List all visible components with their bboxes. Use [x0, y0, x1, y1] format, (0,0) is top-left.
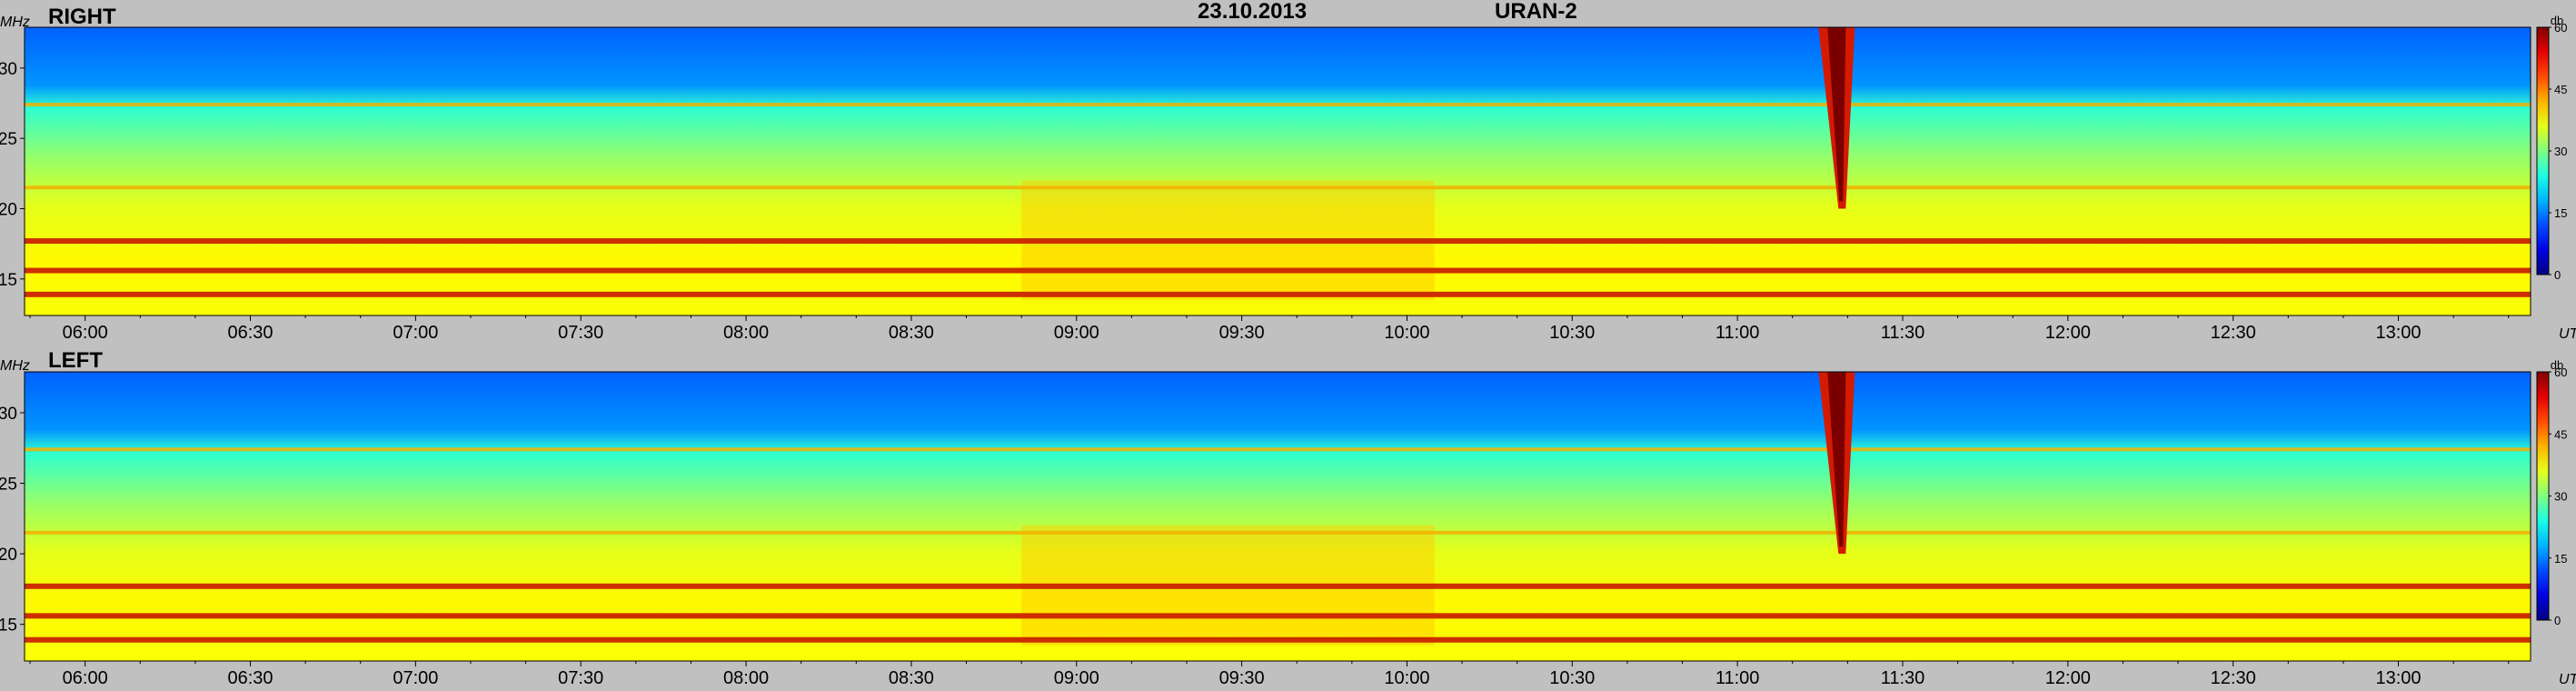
spectrogram-band: [25, 613, 2531, 619]
figure-instrument: URAN-2: [1495, 0, 1577, 24]
x-tick-label: 10:30: [1549, 668, 1595, 688]
x-tick-label: 12:00: [2045, 323, 2091, 343]
colorbar-tick-label: 30: [2554, 145, 2567, 158]
colorbar: [2536, 26, 2550, 275]
x-tick-label: 13:00: [2375, 323, 2421, 343]
x-tick-label: 08:00: [723, 323, 769, 343]
colorbar-label: db: [2551, 14, 2563, 27]
panel-title: RIGHT: [48, 5, 116, 29]
x-tick-label: 07:00: [393, 668, 438, 688]
colorbar-label: db: [2551, 358, 2563, 372]
colorbar-tick-label: 60: [2554, 21, 2567, 35]
colorbar-tick-label: 30: [2554, 490, 2567, 504]
spectrogram-band: [25, 530, 2531, 535]
x-tick-label: 07:30: [558, 323, 603, 343]
spectrogram-band: [25, 185, 2531, 190]
y-tick-label: 15: [0, 616, 17, 636]
y-axis-label: MHz: [0, 358, 30, 374]
colorbar: [2536, 371, 2550, 621]
panel-frame: [24, 26, 2531, 316]
y-tick-label: 30: [0, 60, 17, 79]
x-tick-label: 06:00: [63, 668, 108, 688]
x-tick-label: 07:00: [393, 323, 438, 343]
panel-title: LEFT: [48, 348, 103, 373]
colorbar-tick-label: 0: [2554, 614, 2561, 627]
x-tick-label: 12:30: [2211, 668, 2256, 688]
x-axis-label: UT: [2559, 326, 2576, 342]
spectrogram-panel: LEFT MHz 30 25 20 15 06:00 06:30 07:00 07:30 08:00…: [0, 348, 2576, 688]
x-tick-label: 11:00: [1716, 323, 1760, 343]
spectrogram-background: [25, 27, 2531, 315]
x-tick-label: 12:00: [2045, 668, 2091, 688]
x-tick-label: 13:00: [2375, 668, 2421, 688]
spectrogram-band: [25, 103, 2531, 107]
y-tick-label: 15: [0, 271, 17, 290]
spectrogram-panel: RIGHT MHz 30 25 20 15 06:00 06:30 07:00 07:30 08:0…: [0, 5, 2576, 343]
x-tick-label: 10:30: [1549, 323, 1595, 343]
colorbar-tick-label: 15: [2554, 552, 2567, 566]
colorbar-tick-label: 0: [2554, 268, 2561, 282]
x-tick-label: 06:30: [227, 323, 273, 343]
x-tick-label: 10:00: [1384, 323, 1429, 343]
colorbar-tick-label: 15: [2554, 206, 2567, 220]
x-tick-label: 06:30: [227, 668, 273, 688]
x-tick-label: 08:30: [889, 323, 934, 343]
x-tick-label: 08:00: [723, 668, 769, 688]
y-tick-label: 20: [0, 546, 17, 565]
x-axis-label: UT: [2559, 672, 2576, 687]
y-tick-label: 25: [0, 476, 17, 495]
y-tick-label: 30: [0, 405, 17, 424]
spectrogram-band: [25, 636, 2531, 643]
x-tick-label: 06:00: [63, 323, 108, 343]
x-tick-label: 09:30: [1219, 323, 1265, 343]
colorbar-tick-label: 45: [2554, 83, 2567, 96]
spectrogram-band: [25, 447, 2531, 452]
x-tick-label: 10:00: [1384, 668, 1429, 688]
spectrogram-burst-core: [1827, 372, 1846, 547]
y-tick-label: 20: [0, 200, 17, 219]
panel-frame: [24, 371, 2531, 662]
figure-date: 23.10.2013: [1198, 0, 1308, 24]
spectrogram-band: [25, 267, 2531, 274]
x-tick-label: 11:30: [1881, 323, 1925, 343]
spectrogram-band: [25, 583, 2531, 589]
colorbar-tick-label: 60: [2554, 366, 2567, 379]
spectrogram-background: [25, 372, 2531, 661]
x-tick-label: 09:30: [1219, 668, 1265, 688]
x-tick-label: 07:30: [558, 668, 603, 688]
spectrogram-band: [25, 238, 2531, 245]
spectrogram-burst-core: [1827, 27, 1846, 202]
colorbar-tick-label: 45: [2554, 427, 2567, 441]
x-tick-label: 11:30: [1881, 668, 1925, 688]
y-axis-label: MHz: [0, 15, 30, 30]
x-tick-label: 11:00: [1716, 668, 1760, 688]
x-tick-label: 08:30: [889, 668, 934, 688]
x-tick-label: 09:00: [1054, 323, 1099, 343]
spectrogram-band: [25, 291, 2531, 297]
x-tick-label: 12:30: [2211, 323, 2256, 343]
x-tick-label: 09:00: [1054, 668, 1099, 688]
y-tick-label: 25: [0, 130, 17, 149]
